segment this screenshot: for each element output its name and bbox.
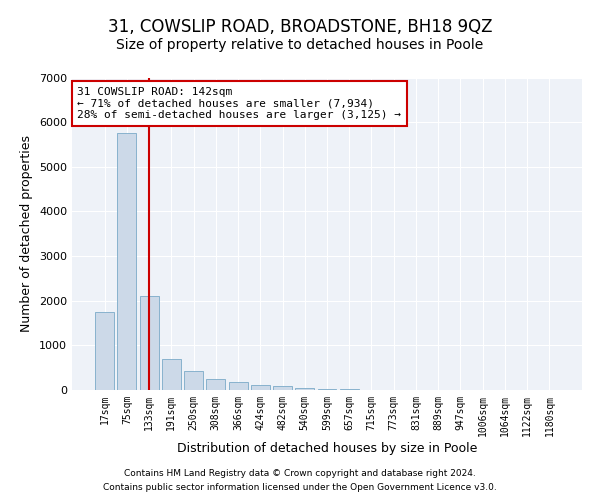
Bar xyxy=(184,371,203,390)
Bar xyxy=(273,386,292,390)
Text: Size of property relative to detached houses in Poole: Size of property relative to detached ho… xyxy=(116,38,484,52)
Bar xyxy=(206,379,225,390)
Y-axis label: Number of detached properties: Number of detached properties xyxy=(20,135,34,332)
X-axis label: Distribution of detached houses by size in Poole: Distribution of detached houses by size … xyxy=(177,442,477,454)
Bar xyxy=(295,388,314,390)
Bar xyxy=(251,385,270,390)
Bar xyxy=(95,312,114,390)
Text: Contains public sector information licensed under the Open Government Licence v3: Contains public sector information licen… xyxy=(103,484,497,492)
Bar xyxy=(140,296,158,390)
Bar xyxy=(317,388,337,390)
Bar xyxy=(162,359,181,390)
Bar xyxy=(118,134,136,390)
Text: 31 COWSLIP ROAD: 142sqm
← 71% of detached houses are smaller (7,934)
28% of semi: 31 COWSLIP ROAD: 142sqm ← 71% of detache… xyxy=(77,87,401,120)
Text: 31, COWSLIP ROAD, BROADSTONE, BH18 9QZ: 31, COWSLIP ROAD, BROADSTONE, BH18 9QZ xyxy=(108,18,492,36)
Bar xyxy=(229,382,248,390)
Bar xyxy=(340,389,359,390)
Text: Contains HM Land Registry data © Crown copyright and database right 2024.: Contains HM Land Registry data © Crown c… xyxy=(124,468,476,477)
